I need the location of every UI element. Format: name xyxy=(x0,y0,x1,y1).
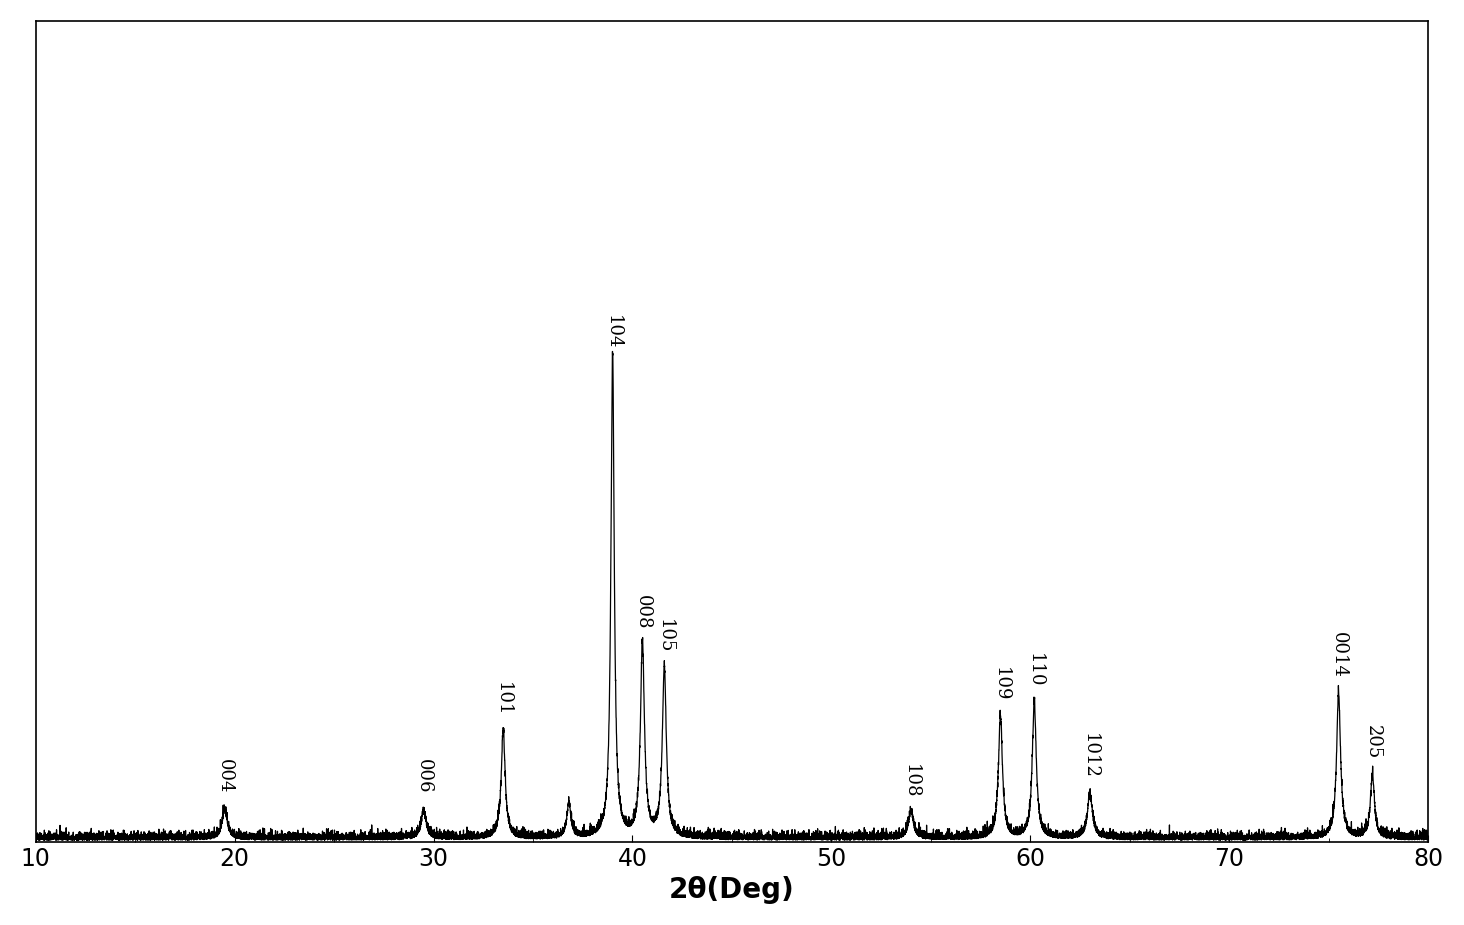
Text: 004: 004 xyxy=(215,759,234,794)
Text: 008: 008 xyxy=(634,595,651,629)
Text: 101: 101 xyxy=(495,682,512,716)
Text: 006: 006 xyxy=(414,758,433,794)
Text: 105: 105 xyxy=(656,619,673,653)
Text: 108: 108 xyxy=(902,764,919,798)
Text: 109: 109 xyxy=(991,667,1010,702)
Text: 0014: 0014 xyxy=(1329,632,1347,678)
Text: 205: 205 xyxy=(1363,725,1382,759)
Text: 104: 104 xyxy=(603,314,622,350)
X-axis label: 2θ(Deg): 2θ(Deg) xyxy=(669,876,795,904)
Text: 110: 110 xyxy=(1025,653,1044,687)
Text: 1012: 1012 xyxy=(1080,734,1099,779)
